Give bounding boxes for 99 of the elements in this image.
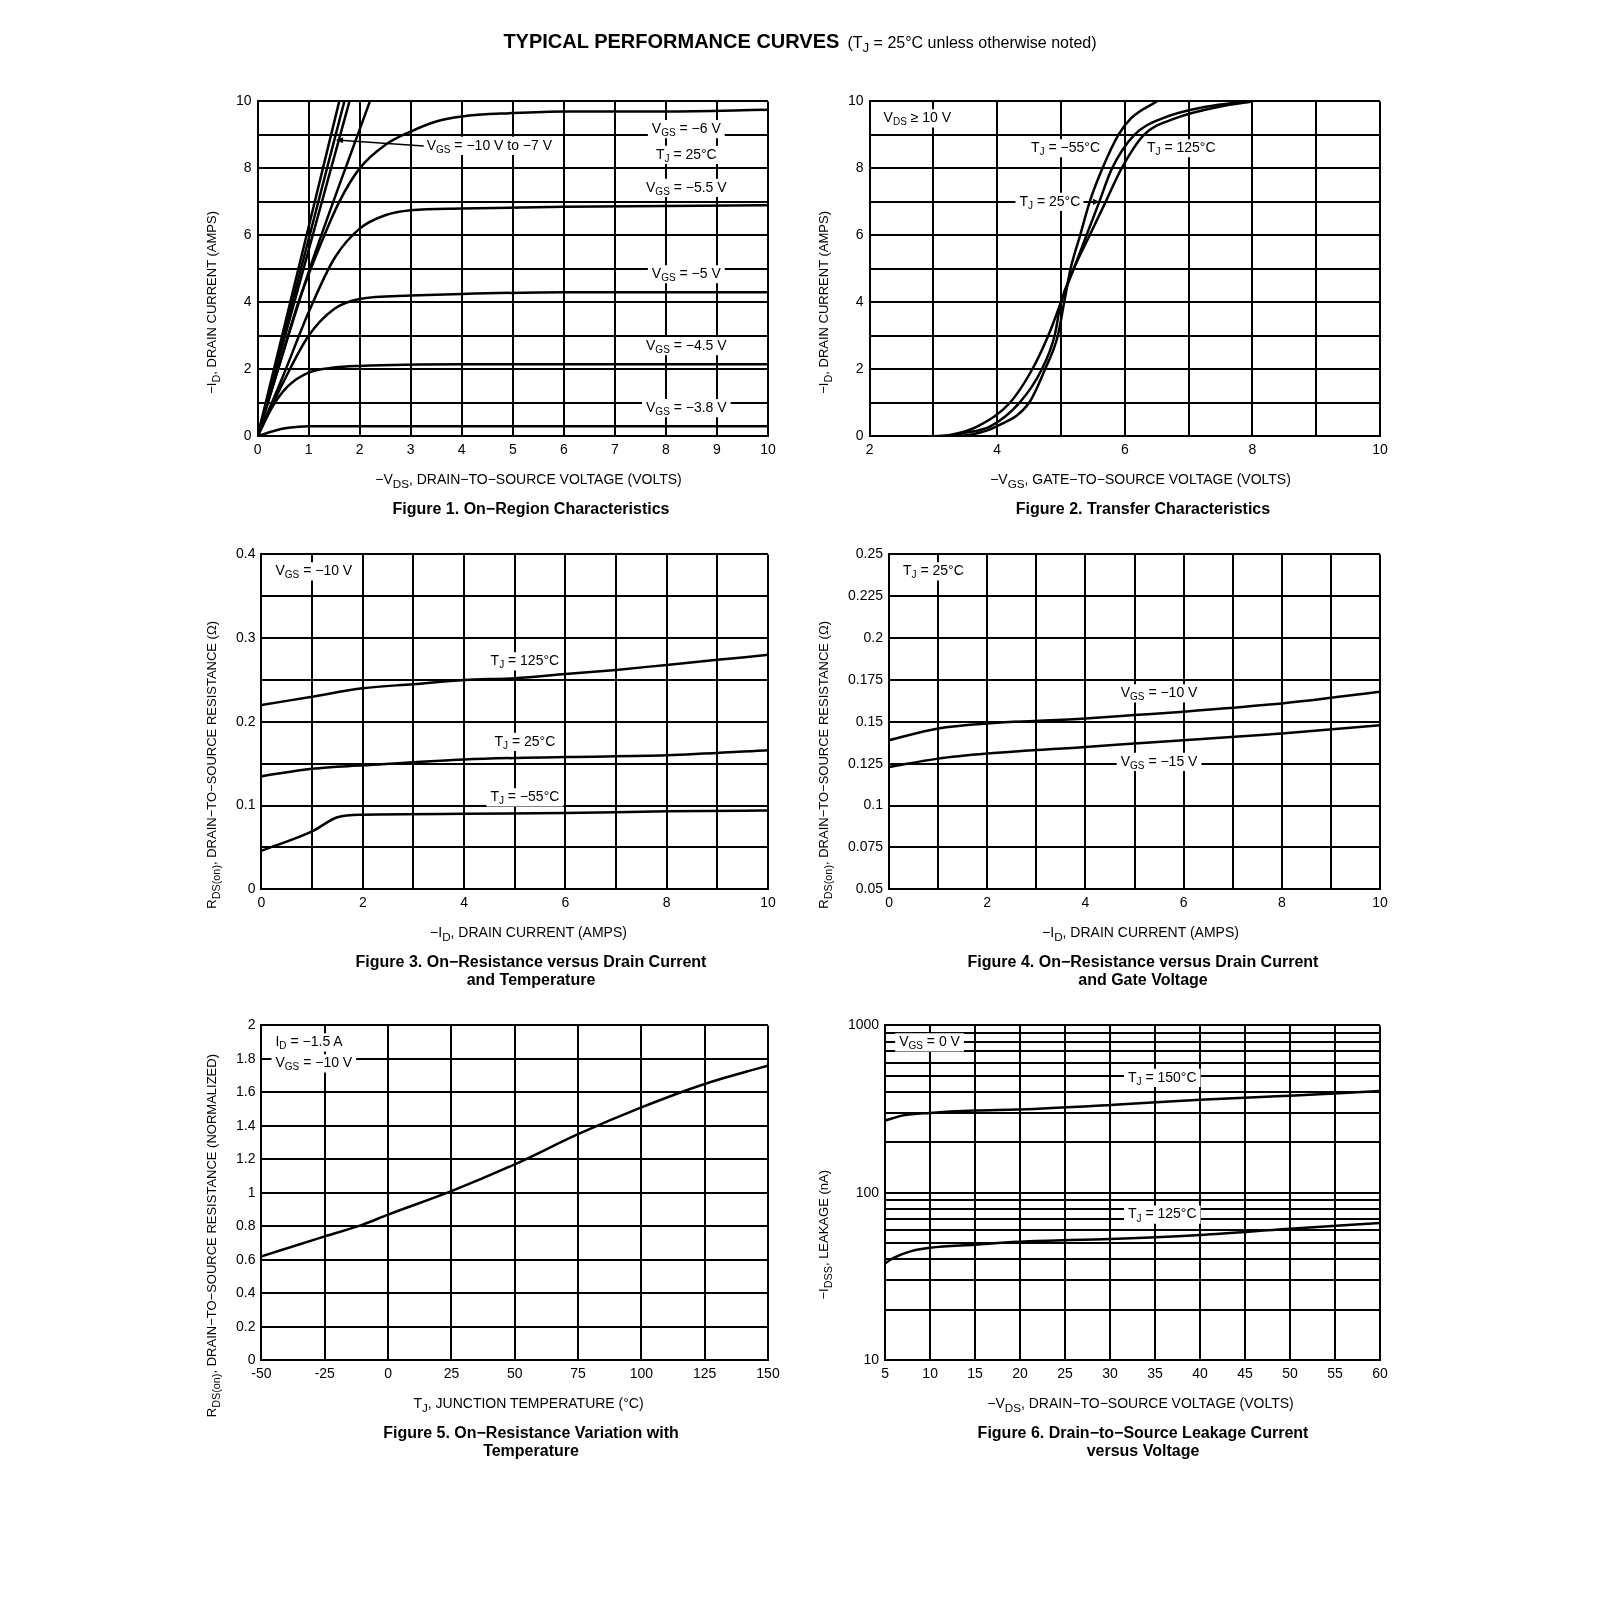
y-tick-label: 0.1	[235, 796, 256, 813]
text: TYPICAL PERFORMANCE CURVES	[503, 30, 840, 52]
x-tick-label: 50	[506, 1365, 523, 1382]
x-tick-label: 8	[662, 441, 671, 458]
y-tick-label: 0	[855, 427, 864, 444]
x-axis-title: −V$_{DS}$, DRAIN−TO−SOURCE VOLTAGE (VOLTS)	[374, 471, 683, 490]
x-tick-label: 25	[1057, 1365, 1074, 1382]
x-tick-label: 10	[760, 441, 776, 458]
y-tick-label: 0.125	[847, 754, 884, 771]
x-tick-label: 75	[570, 1365, 587, 1382]
text: Figure 6. Drain−to−Source Leakage Current versus Voltage	[976, 1423, 1310, 1460]
x-tick-label: 2	[358, 894, 367, 911]
x-tick-label: 6	[1179, 894, 1188, 911]
x-tick-label: 9	[713, 441, 722, 458]
text: Figure 5. On−Resistance Variation with Temperature	[382, 1423, 680, 1460]
x-tick-label: 6	[1120, 441, 1129, 458]
x-tick-label: -50	[251, 1365, 272, 1382]
y-tick-label: 0.075	[847, 838, 884, 855]
text: Figure 1. On−Region Characteristics	[391, 499, 671, 518]
x-tick-label: 0	[384, 1365, 393, 1382]
y-tick-label: 6	[855, 226, 864, 243]
x-tick-label: 5	[881, 1365, 890, 1382]
y-tick-label: 10	[847, 92, 864, 109]
x-tick-label: 10	[1372, 894, 1388, 911]
x-tick-label: 45	[1237, 1365, 1254, 1382]
x-axis-title: −V$_{GS}$, GATE−TO−SOURCE VOLTAGE (VOLTS)	[989, 471, 1292, 490]
x-tick-label: 8	[662, 894, 671, 911]
x-axis-title: −I$_{D}$, DRAIN CURRENT (AMPS)	[429, 923, 628, 943]
x-tick-label: 2	[983, 894, 992, 911]
x-tick-label: 125	[693, 1365, 717, 1382]
x-tick-label: 6	[559, 441, 568, 458]
x-tick-label: 10	[922, 1365, 939, 1382]
y-tick-label: 0.25	[855, 545, 884, 562]
y-tick-label: 1000	[847, 1016, 880, 1033]
y-tick-label: 2	[855, 360, 864, 377]
x-tick-label: 55	[1327, 1365, 1344, 1382]
x-tick-label: 40	[1192, 1365, 1209, 1382]
x-tick-label: 10	[1372, 441, 1388, 458]
y-tick-label: 2	[247, 1016, 256, 1033]
y-tick-label: 10	[235, 92, 252, 109]
x-axis-title: T$_{J}$, JUNCTION TEMPERATURE (°C)	[412, 1394, 645, 1414]
y-tick-label: 1	[247, 1183, 256, 1200]
y-tick-label: 0.2	[235, 712, 256, 729]
x-tick-label: 50	[1282, 1365, 1299, 1382]
x-tick-label: 2	[355, 441, 364, 458]
x-tick-label: 5	[508, 441, 517, 458]
x-tick-label: 4	[993, 441, 1002, 458]
y-tick-label: 0	[247, 880, 256, 897]
y-tick-label: 8	[855, 159, 864, 176]
x-tick-label: 3	[406, 441, 415, 458]
y-tick-label: 0	[247, 1350, 256, 1367]
y-tick-label: 0.2	[235, 1317, 256, 1334]
y-tick-label: 8	[243, 159, 252, 176]
y-tick-label: 0.225	[847, 587, 884, 604]
x-tick-label: 30	[1102, 1365, 1119, 1382]
x-tick-label: 15	[967, 1365, 984, 1382]
x-tick-label: 1	[304, 441, 313, 458]
y-tick-label: 1.6	[235, 1083, 256, 1099]
text: Figure 3. On−Resistance versus Drain Current and Temperature	[354, 952, 708, 989]
text: (T$_{J}$ = 25°C unless otherwise noted)	[847, 34, 1097, 56]
x-tick-label: 20	[1012, 1365, 1029, 1382]
y-tick-label: 0.175	[847, 670, 884, 687]
x-tick-label: 4	[457, 441, 466, 458]
y-tick-label: 1.4	[235, 1116, 256, 1133]
y-tick-label: 0.3	[235, 628, 256, 645]
y-tick-label: 0.1	[863, 796, 884, 813]
y-tick-label: 6	[243, 226, 252, 243]
x-tick-label: 8	[1277, 894, 1286, 911]
y-tick-label: 0.8	[235, 1216, 256, 1233]
x-tick-label: 60	[1372, 1365, 1388, 1382]
y-tick-label: 10	[863, 1350, 880, 1367]
x-tick-label: 7	[610, 441, 619, 458]
y-tick-label: 4	[855, 293, 864, 310]
x-tick-label: 10	[760, 894, 776, 911]
y-tick-label: 0.2	[863, 628, 884, 645]
x-tick-label: 150	[756, 1365, 780, 1382]
x-tick-label: 25	[443, 1365, 460, 1382]
y-tick-label: 0.4	[235, 1283, 256, 1300]
x-tick-label: 4	[1081, 894, 1090, 911]
x-tick-label: 4	[460, 894, 469, 911]
y-tick-label: 0.4	[235, 545, 256, 562]
x-tick-label: 6	[561, 894, 570, 911]
x-axis-title: −I$_{D}$, DRAIN CURRENT (AMPS)	[1041, 923, 1240, 943]
x-tick-label: 8	[1248, 441, 1257, 458]
text: Figure 2. Transfer Characteristics	[1014, 499, 1272, 518]
y-tick-label: 0.05	[855, 880, 884, 897]
text: Figure 4. On−Resistance versus Drain Current and Gate Voltage	[966, 952, 1320, 989]
y-tick-label: 2	[243, 360, 252, 377]
x-tick-label: -25	[314, 1365, 336, 1382]
y-tick-label: 1.2	[235, 1149, 256, 1166]
x-tick-label: 100	[629, 1365, 654, 1382]
y-tick-label: 100	[855, 1183, 880, 1200]
y-tick-label: 0.15	[855, 712, 884, 729]
y-tick-label: 0.6	[235, 1250, 256, 1267]
y-tick-label: 0	[243, 427, 252, 444]
x-axis-title: −V$_{DS}$, DRAIN−TO−SOURCE VOLTAGE (VOLTS)	[986, 1394, 1295, 1414]
x-tick-label: 35	[1147, 1365, 1164, 1382]
y-tick-label: 4	[243, 293, 252, 310]
y-tick-label: 1.8	[235, 1049, 256, 1066]
